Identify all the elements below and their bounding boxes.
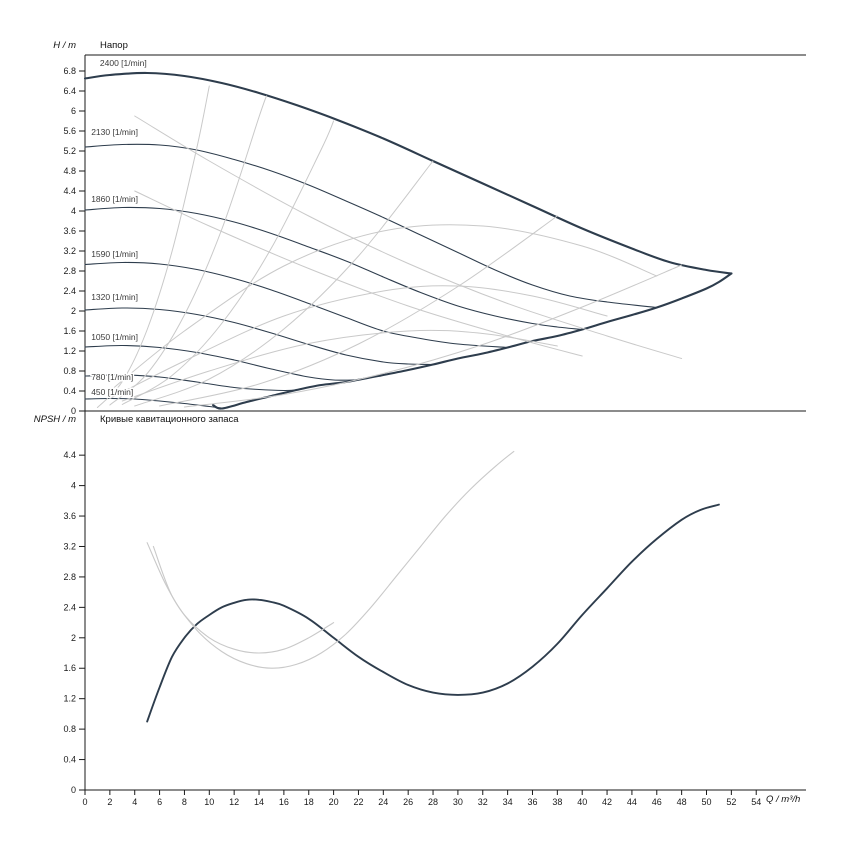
x-tick-label: 48 <box>677 797 687 807</box>
speed-780-curve <box>84 374 297 392</box>
y-tick-label: 6.8 <box>63 66 76 76</box>
x-tick-label: 52 <box>726 797 736 807</box>
curve-label: 1320 [1/min] <box>91 292 138 302</box>
y-tick-label: 5.6 <box>63 126 76 136</box>
similarity-6-curve <box>183 264 683 408</box>
curve-label: 450 [1/min] <box>91 387 133 397</box>
y-tick-label: 2.4 <box>63 602 76 612</box>
x-tick-label: 54 <box>751 797 761 807</box>
x-tick-label: 6 <box>157 797 162 807</box>
y-tick-label: 1.6 <box>63 663 76 673</box>
y-tick-label: 2.4 <box>63 286 76 296</box>
npsh-axis-label: NPSH / m <box>33 414 76 425</box>
speed-2400-curve <box>83 71 733 275</box>
y-tick-label: 4.4 <box>63 450 76 460</box>
x-tick-label: 18 <box>304 797 314 807</box>
x-tick-label: 28 <box>428 797 438 807</box>
speed-1860-curve <box>84 206 583 331</box>
x-tick-label: 36 <box>527 797 537 807</box>
y-tick-label: 5.2 <box>63 146 76 156</box>
x-tick-label: 40 <box>577 797 587 807</box>
y-tick-label: 3.6 <box>63 226 76 236</box>
speed-2130-curve <box>84 143 658 309</box>
y-tick-label: 0.4 <box>63 386 76 396</box>
x-tick-label: 32 <box>478 797 488 807</box>
y-tick-label: 4.8 <box>63 166 76 176</box>
x-tick-label: 44 <box>627 797 637 807</box>
x-tick-label: 50 <box>701 797 711 807</box>
x-tick-label: 14 <box>254 797 264 807</box>
x-tick-label: 20 <box>329 797 339 807</box>
y-tick-label: 0.8 <box>63 724 76 734</box>
efficiency-3-curve <box>121 329 558 402</box>
efficiency-2-curve <box>109 285 608 399</box>
y-tick-label: 0.8 <box>63 366 76 376</box>
efficiency-1-curve <box>109 224 658 392</box>
x-tick-label: 4 <box>132 797 137 807</box>
x-tick-label: 8 <box>182 797 187 807</box>
y-tick-label: 4.4 <box>63 186 76 196</box>
curve-label: 2130 [1/min] <box>91 127 138 137</box>
y-tick-label: 0 <box>71 406 76 416</box>
similarity-1-curve <box>96 85 210 408</box>
npsh-panel-title: Кривые кавитационного запаса <box>100 414 239 425</box>
curve-label: 1590 [1/min] <box>91 249 138 259</box>
speed-1320-curve <box>84 307 434 366</box>
npsh-gray-1-curve <box>152 450 515 669</box>
y-tick-label: 0 <box>71 785 76 795</box>
speed-1050-curve <box>84 344 360 381</box>
y-tick-label: 2 <box>71 306 76 316</box>
similarity-2-curve <box>109 95 267 406</box>
y-tick-label: 1.6 <box>63 326 76 336</box>
y-tick-label: 1.2 <box>63 694 76 704</box>
x-tick-label: 42 <box>602 797 612 807</box>
x-tick-label: 12 <box>229 797 239 807</box>
x-tick-label: 16 <box>279 797 289 807</box>
y-tick-label: 2.8 <box>63 572 76 582</box>
power-2-curve <box>134 190 583 357</box>
curve-label: 780 [1/min] <box>91 372 133 382</box>
y-tick-label: 2.8 <box>63 266 76 276</box>
y-tick-label: 6.4 <box>63 86 76 96</box>
x-axis-label: Q / m³/h <box>766 794 801 805</box>
npsh-gray-2-curve <box>146 542 335 654</box>
x-tick-label: 10 <box>204 797 214 807</box>
x-tick-label: 46 <box>652 797 662 807</box>
x-tick-label: 24 <box>378 797 388 807</box>
y-tick-label: 1.2 <box>63 346 76 356</box>
head-panel-title: Напор <box>100 40 128 51</box>
y-tick-label: 3.2 <box>63 246 76 256</box>
y-tick-label: 4 <box>71 206 76 216</box>
power-1-curve <box>134 115 683 359</box>
npsh-curve-curve <box>146 503 720 723</box>
envelope-bottom-curve <box>211 272 733 410</box>
similarity-3-curve <box>121 120 335 405</box>
y-tick-label: 0.4 <box>63 755 76 765</box>
x-tick-label: 22 <box>353 797 363 807</box>
similarity-4-curve <box>134 160 434 407</box>
x-tick-label: 2 <box>107 797 112 807</box>
curve-label: 1050 [1/min] <box>91 332 138 342</box>
y-tick-label: 3.6 <box>63 511 76 521</box>
y-tick-label: 2 <box>71 633 76 643</box>
x-tick-label: 30 <box>453 797 463 807</box>
curve-label: 2400 [1/min] <box>100 58 147 68</box>
y-tick-label: 6 <box>71 106 76 116</box>
speed-1590-curve <box>84 261 509 349</box>
head-axis-label: H / m <box>53 40 76 51</box>
y-tick-label: 3.2 <box>63 541 76 551</box>
similarity-5-curve <box>159 215 558 407</box>
x-tick-label: 26 <box>403 797 413 807</box>
curve-label: 1860 [1/min] <box>91 194 138 204</box>
x-tick-label: 34 <box>503 797 513 807</box>
x-tick-label: 38 <box>552 797 562 807</box>
x-tick-label: 0 <box>82 797 87 807</box>
y-tick-label: 4 <box>71 481 76 491</box>
